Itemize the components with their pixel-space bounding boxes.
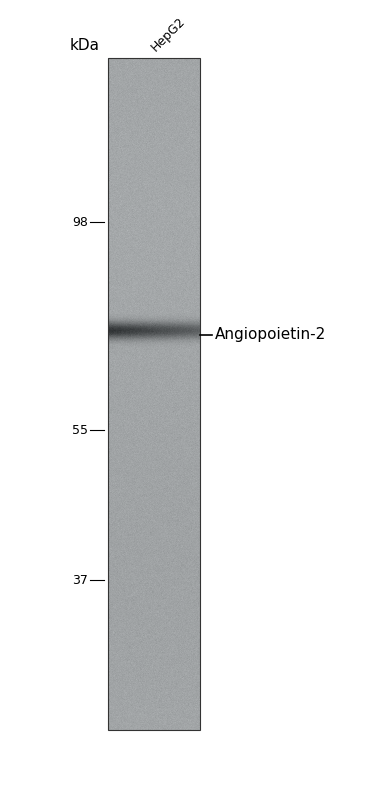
Text: HepG2: HepG2 [149,15,188,54]
Text: 55: 55 [72,423,88,436]
Text: kDa: kDa [70,38,100,53]
Bar [108,58,200,730]
Text: Angiopoietin-2: Angiopoietin-2 [215,327,326,342]
Text: 37: 37 [72,574,88,586]
Text: 98: 98 [72,216,88,228]
